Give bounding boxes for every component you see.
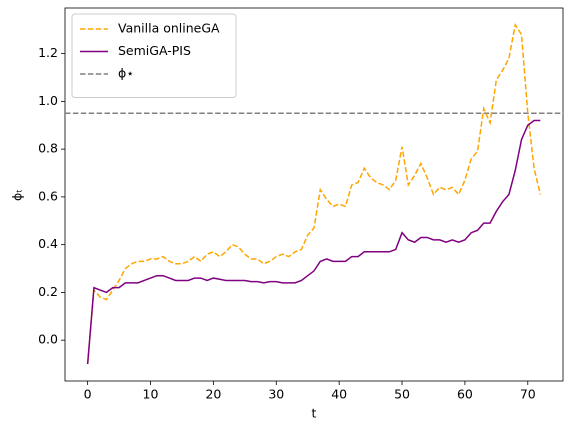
y-tick-label: 1.2 — [38, 45, 58, 60]
legend-label: Vanilla onlineGA — [118, 21, 220, 36]
y-tick-label: 0.0 — [38, 332, 58, 347]
legend-box — [71, 13, 237, 98]
y-tick-label: 0.6 — [38, 188, 58, 203]
y-tick-label: 1.0 — [38, 93, 58, 108]
x-axis-label: t — [312, 406, 317, 421]
y-tick-label: 0.8 — [38, 141, 58, 156]
x-tick-label: 20 — [205, 387, 221, 402]
plot-frame — [64, 7, 564, 382]
x-tick-label: 50 — [394, 387, 410, 402]
series-line — [86, 119, 541, 365]
x-tick-label: 70 — [520, 387, 536, 402]
y-axis-label: ϕₜ — [10, 189, 25, 201]
series-line — [86, 22, 542, 365]
x-tick-label: 0 — [84, 387, 92, 402]
x-tick-label: 40 — [331, 387, 347, 402]
x-tick-label: 30 — [268, 387, 284, 402]
legend-label: ϕ⋆ — [118, 66, 134, 81]
y-tick-label: 0.2 — [38, 284, 58, 299]
y-tick-label: 0.4 — [38, 236, 58, 251]
x-tick-label: 60 — [457, 387, 473, 402]
x-tick-label: 10 — [143, 387, 159, 402]
legend-label: SemiGA-PIS — [118, 43, 191, 58]
